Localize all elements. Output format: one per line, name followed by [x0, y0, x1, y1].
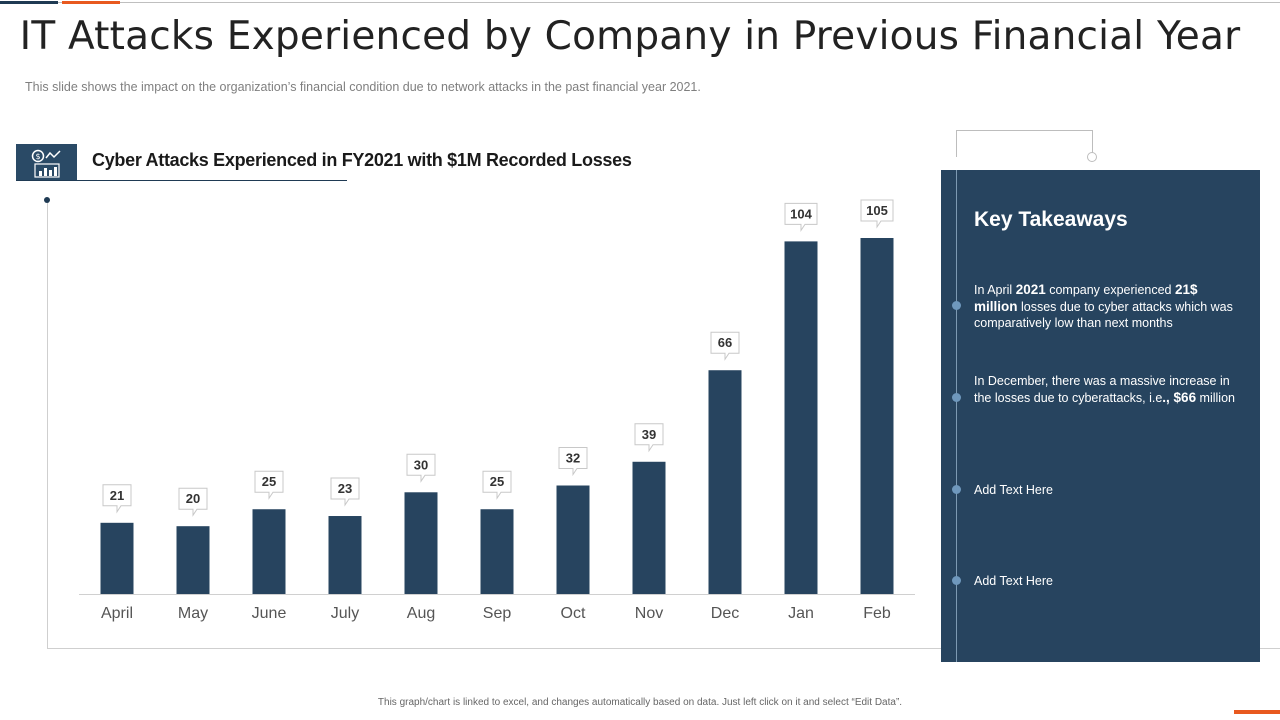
bar-may[interactable]: [176, 526, 210, 594]
x-tick-sep: Sep: [483, 605, 512, 622]
panel-connector: [956, 130, 1093, 157]
data-label-box-june: [254, 470, 284, 500]
page-subtitle: This slide shows the impact on the organ…: [25, 80, 701, 94]
top-accent-dark: [0, 1, 58, 4]
x-tick-april: April: [101, 605, 133, 622]
data-label-box-april: [102, 484, 132, 514]
bar-nov[interactable]: [632, 461, 666, 594]
analytics-icon: $: [16, 144, 77, 181]
takeaway-4[interactable]: Add Text Here: [974, 574, 1053, 588]
x-tick-july: July: [331, 605, 359, 622]
data-label-box-dec: [710, 331, 740, 361]
takeaways-title: Key Takeaways: [974, 208, 1128, 231]
chart-header-underline: [16, 180, 347, 181]
takeaway-1-text-a: In April: [974, 283, 1016, 297]
takeaway-bullet-1: [952, 301, 961, 310]
footer-note: This graph/chart is linked to excel, and…: [377, 697, 903, 708]
takeaway-1[interactable]: In April 2021 company experienced 21$ mi…: [974, 282, 1244, 332]
page-title: IT Attacks Experienced by Company in Pre…: [19, 14, 1241, 59]
data-label-nov: 39: [642, 427, 656, 442]
takeaway-bullet-4: [952, 576, 961, 585]
x-tick-feb: Feb: [863, 605, 891, 622]
data-label-box-nov: [634, 423, 664, 453]
data-label-feb: 105: [866, 203, 888, 218]
takeaway-bullet-3: [952, 485, 961, 494]
chart-title: Cyber Attacks Experienced in FY2021 with…: [92, 150, 632, 170]
data-label-box-oct: [558, 447, 588, 477]
takeaway-1-bold-amount: 21$ million: [974, 282, 1198, 314]
bar-dec[interactable]: [708, 370, 742, 594]
data-label-dec: 66: [718, 335, 732, 350]
takeaway-2-text-a: In December, there was a massive increas…: [974, 374, 1230, 405]
bar-jan[interactable]: [784, 241, 818, 594]
data-label-box-may: [178, 487, 208, 517]
top-accent-orange: [62, 1, 120, 4]
svg-text:$: $: [35, 152, 40, 161]
bar-june[interactable]: [252, 509, 286, 594]
key-takeaways-panel: [941, 170, 1260, 662]
takeaway-3[interactable]: Add Text Here: [974, 483, 1053, 497]
top-rule: [0, 2, 1280, 3]
bar-aug[interactable]: [404, 492, 438, 594]
data-label-box-feb: [860, 199, 894, 229]
x-tick-aug: Aug: [407, 605, 435, 622]
takeaway-1-text-c: losses due to cyber attacks which was co…: [974, 299, 1233, 331]
data-label-aug: 30: [414, 457, 428, 472]
data-label-june: 25: [262, 474, 276, 489]
x-tick-nov: Nov: [635, 605, 663, 622]
data-label-april: 21: [110, 488, 124, 503]
takeaway-2-bold-amount: ., $66: [1162, 389, 1197, 405]
panel-connector-dot: [1087, 152, 1097, 162]
data-label-may: 20: [186, 491, 200, 506]
x-tick-oct: Oct: [561, 605, 586, 622]
data-label-oct: 32: [566, 451, 580, 466]
bar-sep[interactable]: [480, 509, 514, 594]
takeaway-2-text-b: million: [1196, 390, 1235, 405]
bar-chart[interactable]: 21 April 20 May 25 June 23 July 30 Aug 25 Sep 32 Oct 3…: [0, 0, 930, 640]
chart-frame: [47, 200, 1280, 649]
data-label-box-aug: [406, 453, 436, 483]
bar-oct[interactable]: [556, 485, 590, 594]
takeaway-1-bold-year: 2021: [1015, 282, 1046, 297]
bar-july[interactable]: [328, 516, 362, 594]
bar-april[interactable]: [100, 522, 134, 594]
takeaway-2[interactable]: In December, there was a massive increas…: [974, 373, 1244, 406]
data-label-box-jan: [784, 202, 818, 233]
x-tick-may: May: [178, 605, 208, 622]
data-label-jan: 104: [790, 206, 812, 221]
data-label-box-july: [330, 477, 360, 507]
takeaways-timeline: [956, 170, 957, 662]
frame-dot: [44, 197, 50, 203]
x-tick-jan: Jan: [788, 605, 814, 622]
x-tick-june: June: [252, 605, 287, 622]
data-label-box-sep: [482, 470, 512, 500]
x-tick-dec: Dec: [711, 605, 739, 622]
takeaway-bullet-2: [952, 393, 961, 402]
data-label-july: 23: [338, 481, 352, 496]
bottom-accent: [1234, 710, 1280, 714]
bar-feb[interactable]: [860, 238, 894, 594]
data-label-sep: 25: [490, 474, 504, 489]
takeaway-1-text-b: company experienced: [1045, 283, 1175, 297]
